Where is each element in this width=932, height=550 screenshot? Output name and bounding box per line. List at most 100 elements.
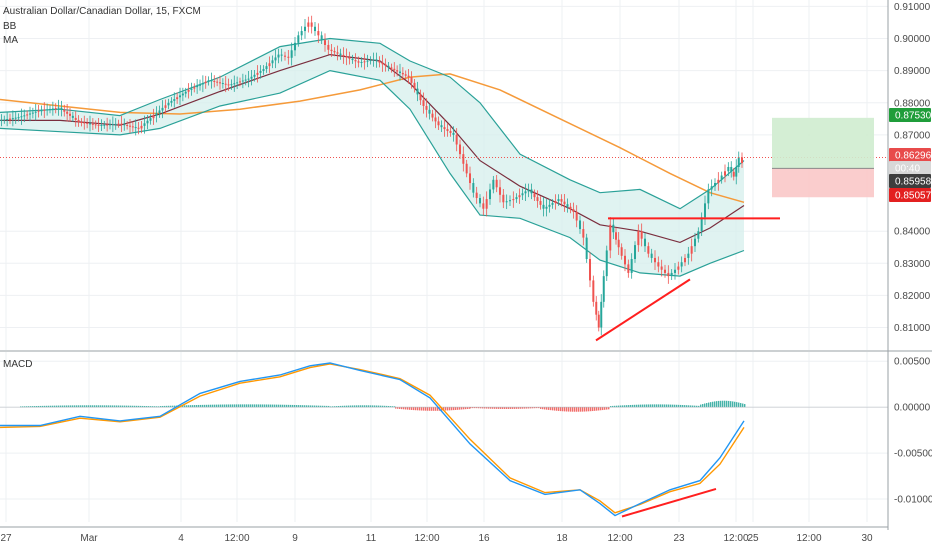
indicator-label-ma[interactable]: MA	[3, 35, 18, 46]
macd-hist-bar	[576, 407, 578, 412]
price-candle	[416, 88, 419, 95]
macd-hist-bar	[374, 405, 376, 408]
price-candle	[161, 107, 164, 111]
macd-hist-bar	[256, 404, 258, 408]
macd-hist-bar	[26, 406, 28, 408]
price-candle	[196, 85, 199, 88]
price-tick-label-0: 0.91000	[894, 2, 931, 13]
macd-hist-bar	[554, 407, 556, 411]
indicator-label-bb[interactable]: BB	[3, 21, 17, 32]
macd-hist-bar	[86, 405, 88, 408]
macd-hist-bar	[36, 406, 38, 408]
macd-hist-bar	[524, 407, 526, 409]
macd-hist-bar	[378, 405, 380, 408]
price-candle	[277, 54, 280, 58]
bollinger-band-fill	[0, 38, 744, 277]
macd-hist-bar	[164, 405, 166, 408]
price-candle	[3, 119, 6, 121]
macd-hist-bar	[274, 404, 276, 408]
price-candle	[512, 199, 515, 201]
macd-hist-bar	[276, 404, 278, 408]
price-candle	[518, 195, 521, 198]
macd-hist-bar	[582, 407, 584, 412]
price-candle	[247, 78, 250, 80]
macd-hist-bar	[98, 405, 100, 408]
price-candle	[533, 193, 536, 198]
price-candle	[103, 124, 106, 126]
price-tick-label-2: 0.89000	[894, 66, 931, 77]
macd-hist-bar	[712, 401, 714, 408]
macd-hist-bar	[632, 404, 634, 408]
macd-hist-bar	[226, 404, 228, 408]
macd-pane-label[interactable]: MACD	[3, 359, 32, 370]
macd-hist-bar	[702, 404, 704, 408]
price-candle	[592, 280, 595, 302]
macd-hist-bar	[292, 404, 294, 408]
price-candle	[265, 66, 268, 70]
macd-hist-bar	[308, 405, 310, 408]
macd-hist-bar	[96, 405, 98, 408]
price-candle	[244, 79, 247, 81]
price-candle	[499, 187, 501, 195]
price-tag-text-target: 0.87530	[895, 111, 932, 122]
price-candle	[201, 83, 204, 85]
price-candle	[563, 201, 566, 205]
macd-hist-bar	[190, 405, 192, 408]
macd-hist-bar	[510, 407, 512, 409]
price-candle	[342, 54, 345, 57]
price-candle	[566, 204, 569, 207]
price-tag-stop	[889, 188, 931, 202]
macd-hist-bar	[421, 407, 423, 411]
time-tick-label-0: 27	[0, 533, 12, 544]
price-candle	[120, 123, 123, 125]
macd-hist-bar	[734, 401, 736, 408]
price-candle	[310, 22, 313, 27]
macd-hist-bar	[346, 405, 348, 408]
price-candle	[221, 83, 224, 85]
price-candle	[69, 113, 71, 116]
price-candle	[100, 125, 103, 126]
macd-hist-bar	[30, 406, 32, 408]
macd-hist-bar	[170, 405, 172, 408]
macd-hist-bar	[42, 405, 44, 408]
macd-hist-bar	[648, 404, 650, 408]
macd-hist-bar	[352, 405, 354, 408]
macd-hist-bar	[332, 406, 334, 408]
price-candle	[530, 189, 533, 194]
macd-hist-bar	[230, 404, 232, 408]
macd-hist-bar	[182, 405, 184, 408]
macd-hist-bar	[726, 400, 728, 408]
macd-hist-bar	[210, 404, 212, 408]
macd-hist-bar	[566, 407, 568, 412]
price-candle	[717, 179, 720, 184]
price-candle	[11, 118, 14, 120]
macd-hist-bar	[198, 404, 200, 408]
price-candle	[219, 82, 221, 84]
price-candle	[446, 129, 449, 132]
macd-hist-bar	[76, 405, 78, 408]
macd-hist-bar	[407, 407, 409, 410]
macd-hist-bar	[556, 407, 558, 411]
trend-lines[interactable]	[595, 217, 780, 518]
macd-hist-bar	[482, 407, 484, 409]
macd-hist-bar	[132, 405, 134, 408]
macd-hist-bar	[548, 407, 550, 410]
macd-hist-bar	[620, 405, 622, 408]
macd-hist-bar	[486, 407, 488, 409]
macd-hist-bar	[546, 407, 548, 410]
price-candle	[170, 100, 173, 103]
price-candle	[287, 56, 290, 58]
macd-hist-bar	[602, 407, 604, 411]
time-tick-label-14: 30	[861, 533, 873, 544]
macd-hist-bar	[463, 407, 465, 410]
macd-hist-bar	[568, 407, 570, 412]
long-position-tool[interactable]	[772, 117, 874, 198]
price-candle	[333, 51, 336, 53]
macd-hist-bar	[380, 405, 382, 408]
macd-hist-bar	[403, 407, 405, 410]
price-candle	[363, 61, 366, 63]
macd-hist-bar	[382, 405, 384, 408]
price-candle	[271, 60, 274, 64]
price-candle	[40, 110, 43, 112]
